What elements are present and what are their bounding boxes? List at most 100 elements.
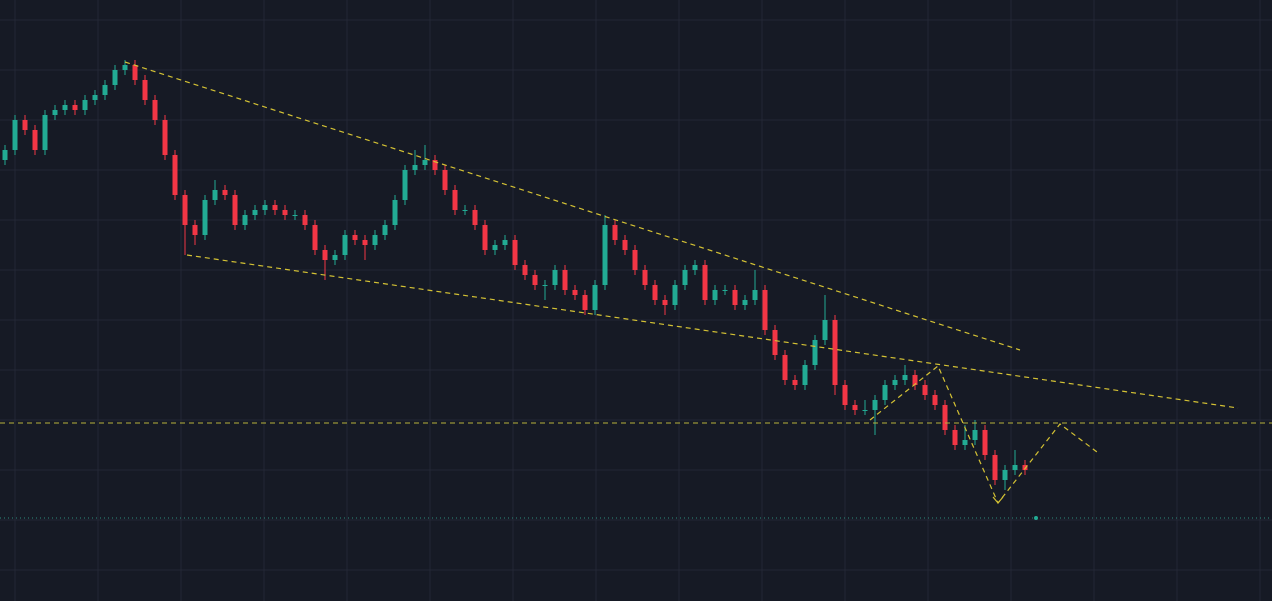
drawings (0, 61, 1272, 520)
trend-line (124, 61, 1021, 351)
candle-body (552, 270, 558, 285)
candle-body (182, 195, 188, 225)
candle-body (282, 210, 288, 215)
candle-body (112, 70, 118, 85)
candle-body (992, 455, 998, 480)
candle-body (562, 270, 568, 290)
candle-body (472, 210, 478, 225)
candle-body (1002, 470, 1008, 480)
candle-body (542, 285, 548, 286)
candle-body (382, 225, 388, 235)
candle-body (652, 285, 658, 300)
candle-body (452, 190, 458, 210)
candle-body (312, 225, 318, 250)
candle-body (192, 225, 198, 235)
candle-body (392, 200, 398, 225)
candle-body (142, 80, 148, 100)
candle-body (642, 270, 648, 285)
candle-body (152, 100, 158, 120)
candle-body (892, 380, 898, 385)
candle-body (732, 290, 738, 305)
candle-body (522, 265, 528, 275)
candle-body (52, 110, 58, 115)
candle-body (272, 205, 278, 210)
candle-body (602, 225, 608, 285)
candle-body (592, 285, 598, 310)
arrow-head (992, 496, 1004, 504)
candle-body (372, 235, 378, 245)
candle-body (922, 385, 928, 395)
candle-body (622, 240, 628, 250)
candle-body (712, 290, 718, 300)
candle-body (222, 190, 228, 195)
candle-body (422, 160, 428, 165)
candle-body (442, 170, 448, 190)
candle-body (492, 245, 498, 250)
candle-body (322, 250, 328, 260)
candle-body (202, 200, 208, 235)
candle-body (742, 300, 748, 305)
candle-body (352, 235, 358, 240)
candle-body (342, 235, 348, 255)
candle-body (92, 95, 98, 100)
candle-body (82, 100, 88, 110)
candle-body (722, 290, 728, 291)
candle-body (612, 225, 618, 240)
candle-body (362, 240, 368, 245)
candle-body (242, 215, 248, 225)
candle-body (252, 210, 258, 215)
candle-body (962, 440, 968, 445)
candle-body (412, 165, 418, 170)
candle-body (122, 65, 128, 70)
candle-body (512, 240, 518, 265)
candle-body (102, 85, 108, 95)
candle-body (822, 320, 828, 340)
candle-body (162, 120, 168, 155)
candle-body (792, 380, 798, 385)
candle-body (882, 385, 888, 400)
candle-body (912, 375, 918, 385)
candle-body (972, 430, 978, 440)
candle-body (692, 265, 698, 270)
candle-body (762, 290, 768, 330)
candle-body (812, 340, 818, 365)
candle-body (262, 205, 268, 210)
candle-body (982, 430, 988, 455)
candle-body (942, 405, 948, 430)
candle-body (292, 215, 298, 216)
candle-body (12, 120, 18, 150)
candle-body (572, 290, 578, 295)
price-marker (1034, 516, 1038, 520)
candle-body (1012, 465, 1018, 470)
candle-body (952, 430, 958, 445)
candle-body (632, 250, 638, 270)
candle-body (22, 120, 28, 130)
candle-body (582, 295, 588, 310)
candle-body (72, 105, 78, 110)
candle-body (672, 285, 678, 305)
candle-body (502, 240, 508, 245)
candle-body (462, 210, 468, 211)
candle-body (702, 265, 708, 300)
candle-body (132, 65, 138, 80)
candle-body (42, 115, 48, 150)
candle-body (872, 400, 878, 410)
candle-body (432, 160, 438, 170)
candle-body (902, 375, 908, 380)
candle-body (772, 330, 778, 355)
candle-body (682, 270, 688, 285)
candle-body (852, 405, 858, 410)
candle-body (932, 395, 938, 405)
candles (2, 60, 1028, 490)
candle-body (232, 195, 238, 225)
candle-body (802, 365, 808, 385)
candle-body (532, 275, 538, 285)
candle-body (62, 105, 68, 110)
candle-body (402, 170, 408, 200)
candle-body (302, 215, 308, 225)
candle-body (782, 355, 788, 380)
candle-body (842, 385, 848, 405)
